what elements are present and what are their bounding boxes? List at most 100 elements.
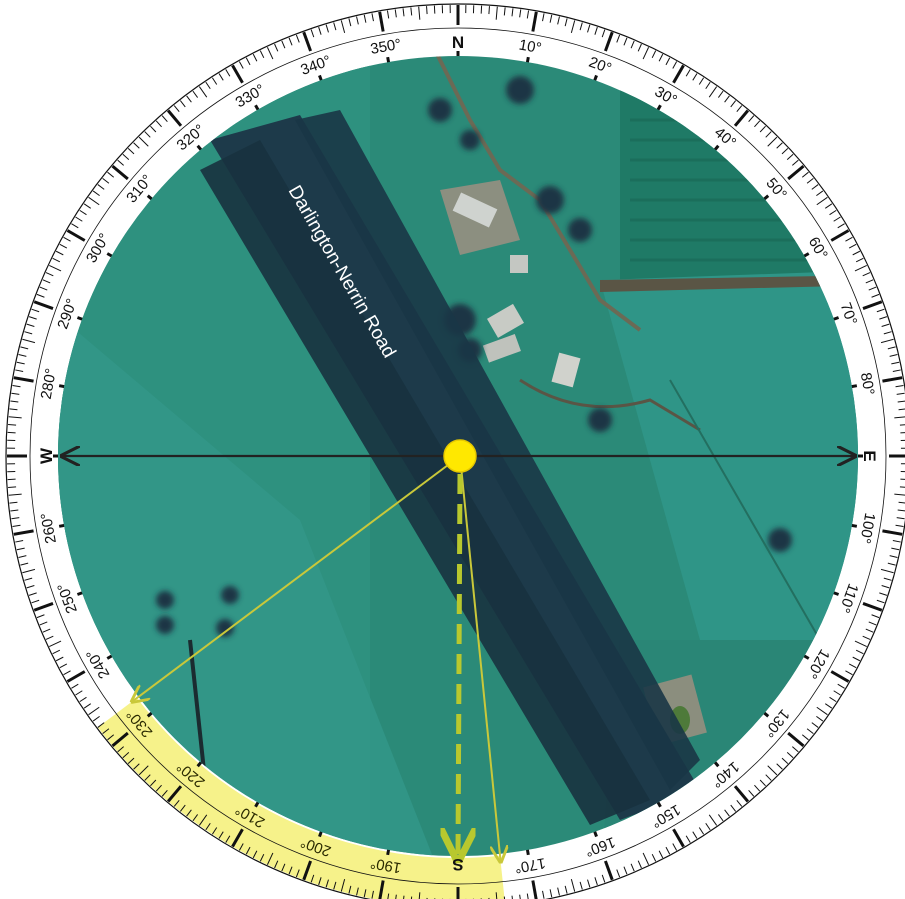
inner-ring-edge <box>29 27 887 885</box>
degree-tick <box>288 866 293 875</box>
degree-label: 80° <box>857 371 878 396</box>
degree-tick <box>8 424 17 426</box>
degree-tick <box>889 354 898 357</box>
degree-tick <box>410 7 413 16</box>
degree-tick <box>495 6 498 20</box>
degree-label: 260° <box>38 511 60 545</box>
degree-tick <box>340 20 346 34</box>
degree-tick <box>117 159 124 166</box>
degree-label: 20° <box>587 54 614 78</box>
degree-tick <box>166 785 183 803</box>
degree-tick <box>601 874 606 883</box>
degree-tick <box>274 860 279 869</box>
degree-tick <box>36 614 45 619</box>
degree-tick <box>708 814 718 826</box>
degree-tick <box>259 853 265 862</box>
degree-tick <box>637 860 642 869</box>
degree-tick <box>52 257 61 263</box>
degree-tick <box>736 799 743 807</box>
degree-tick <box>759 125 766 133</box>
degree-tick <box>765 131 772 138</box>
degree-tick <box>288 37 293 46</box>
degree-tick <box>31 599 40 604</box>
degree-tick <box>776 142 783 149</box>
degree-tick <box>623 866 628 875</box>
degree-tick <box>245 57 251 66</box>
degree-tick <box>13 529 34 536</box>
degree-tick <box>705 81 711 90</box>
degree-tick <box>848 663 857 669</box>
degree-tick <box>630 40 635 49</box>
degree-tick <box>830 229 850 242</box>
degree-tick <box>20 346 29 350</box>
degree-tick <box>102 728 110 735</box>
degree-tick <box>837 683 845 689</box>
degree-tick <box>881 585 890 589</box>
degree-tick <box>386 10 390 19</box>
degree-tick <box>198 86 208 98</box>
degree-tick <box>259 50 265 59</box>
degree-tick <box>898 501 905 504</box>
degree-tick <box>531 880 538 899</box>
degree-tick <box>883 331 892 335</box>
degree-tick <box>8 416 22 419</box>
degree-tick <box>325 879 329 888</box>
degree-tick <box>63 670 71 676</box>
degree-tick <box>371 890 374 899</box>
degree-tick <box>111 164 129 181</box>
degree-tick <box>557 16 560 25</box>
degree-tick <box>503 896 506 899</box>
degree-tick <box>55 656 64 662</box>
degree-tick <box>767 136 778 147</box>
degree-tick <box>899 424 905 426</box>
degree-tick <box>672 828 685 848</box>
degree-tick <box>895 384 904 388</box>
degree-tick <box>862 272 871 277</box>
degree-tick <box>865 628 874 633</box>
degree-tick <box>898 408 905 411</box>
sun-ray-174 <box>459 455 501 862</box>
degree-tick <box>225 835 231 843</box>
degree-tick <box>218 73 224 81</box>
degree-tick <box>211 827 218 835</box>
degree-tick <box>852 250 861 256</box>
degree-tick <box>71 223 79 229</box>
degree-tick <box>12 384 21 388</box>
degree-tick <box>211 77 218 85</box>
degree-tick <box>833 690 841 696</box>
degree-tick <box>717 814 724 822</box>
degree-tick <box>8 493 22 496</box>
degree-tick <box>39 621 48 626</box>
degree-tick <box>28 316 37 320</box>
degree-tick <box>651 50 657 59</box>
degree-tick <box>896 392 905 395</box>
degree-tick <box>266 852 274 865</box>
degree-tick <box>736 105 743 113</box>
degree-tick <box>865 279 874 284</box>
degree-label: 190° <box>369 854 403 876</box>
degree-label: 10° <box>518 36 543 57</box>
degree-tick <box>587 879 591 888</box>
degree-tick <box>66 229 86 242</box>
degree-tick <box>138 765 149 776</box>
degree-tick <box>79 209 87 216</box>
degree-tick <box>138 136 149 147</box>
degree-tick <box>733 109 750 127</box>
degree-tick <box>16 361 25 365</box>
degree-tick <box>594 877 598 886</box>
degree-tick <box>281 863 286 872</box>
degree-tick <box>18 354 27 357</box>
degree-tick <box>642 852 650 865</box>
degree-tick <box>730 100 737 108</box>
degree-tick <box>166 109 183 127</box>
degree-tick <box>245 846 251 855</box>
degree-tick <box>767 765 778 776</box>
degree-tick <box>601 29 606 38</box>
degree-tick <box>55 250 64 256</box>
highlight-arc <box>97 697 505 899</box>
degree-tick <box>10 400 19 403</box>
degree-tick <box>22 338 36 344</box>
degree-tick <box>616 34 621 43</box>
degree-tick <box>855 257 864 263</box>
